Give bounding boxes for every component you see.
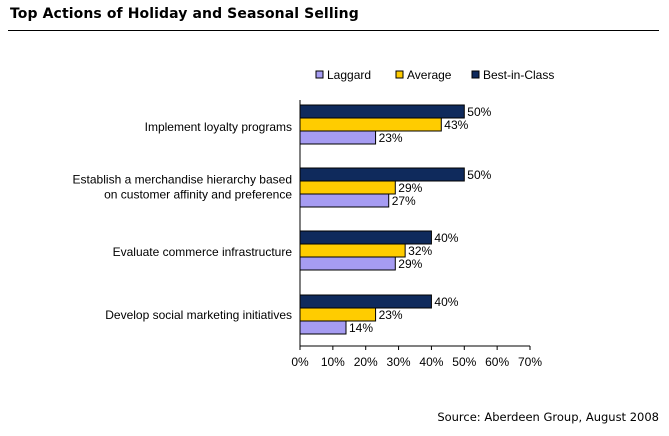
data-label-laggard: 29% bbox=[398, 257, 422, 271]
data-label-best-in-class: 40% bbox=[434, 231, 458, 245]
legend-swatch-best-in-class bbox=[471, 70, 480, 79]
bar-laggard bbox=[299, 130, 377, 145]
category-label: on customer affinity and preference bbox=[104, 188, 292, 202]
bar-laggard bbox=[299, 256, 396, 271]
data-label-average: 43% bbox=[444, 118, 468, 132]
data-label-best-in-class: 50% bbox=[467, 168, 491, 182]
bar-best-in-class bbox=[299, 230, 432, 245]
legend-swatch-average bbox=[395, 70, 404, 79]
legend-label-average: Average bbox=[407, 68, 452, 82]
bar-average bbox=[299, 180, 396, 195]
legend-label-best-in-class: Best-in-Class bbox=[483, 68, 554, 82]
bar-best-in-class bbox=[299, 167, 465, 182]
x-tick-label: 30% bbox=[387, 355, 411, 369]
bar-laggard bbox=[299, 193, 390, 208]
category-label: Implement loyalty programs bbox=[145, 120, 292, 134]
data-label-laggard: 23% bbox=[379, 131, 403, 145]
bar-best-in-class bbox=[299, 294, 432, 309]
bar-laggard bbox=[299, 320, 347, 335]
data-label-average: 23% bbox=[379, 308, 403, 322]
bar-average bbox=[299, 243, 406, 258]
x-tick-label: 40% bbox=[419, 355, 443, 369]
category-label: Establish a merchandise hierarchy based bbox=[73, 173, 292, 187]
data-label-average: 29% bbox=[398, 181, 422, 195]
bar-best-in-class bbox=[299, 104, 465, 119]
category-label: Evaluate commerce infrastructure bbox=[113, 245, 293, 259]
data-label-laggard: 14% bbox=[349, 321, 373, 335]
legend-label-laggard: Laggard bbox=[327, 68, 371, 82]
data-label-best-in-class: 50% bbox=[467, 105, 491, 119]
legend-swatch-laggard bbox=[315, 70, 324, 79]
data-label-best-in-class: 40% bbox=[434, 295, 458, 309]
category-label: Develop social marketing initiatives bbox=[105, 308, 292, 322]
title-rule bbox=[8, 30, 659, 31]
data-label-average: 32% bbox=[408, 244, 432, 258]
bar-average bbox=[299, 117, 442, 132]
x-tick-label: 0% bbox=[291, 355, 309, 369]
data-label-laggard: 27% bbox=[392, 194, 416, 208]
x-tick-label: 20% bbox=[354, 355, 378, 369]
bar-average bbox=[299, 307, 377, 322]
x-tick-label: 60% bbox=[485, 355, 509, 369]
x-tick-label: 10% bbox=[321, 355, 345, 369]
x-tick-label: 50% bbox=[452, 355, 476, 369]
x-tick-label: 70% bbox=[518, 355, 542, 369]
source-note: Source: Aberdeen Group, August 2008 bbox=[437, 410, 659, 424]
chart-title: Top Actions of Holiday and Seasonal Sell… bbox=[10, 6, 359, 22]
